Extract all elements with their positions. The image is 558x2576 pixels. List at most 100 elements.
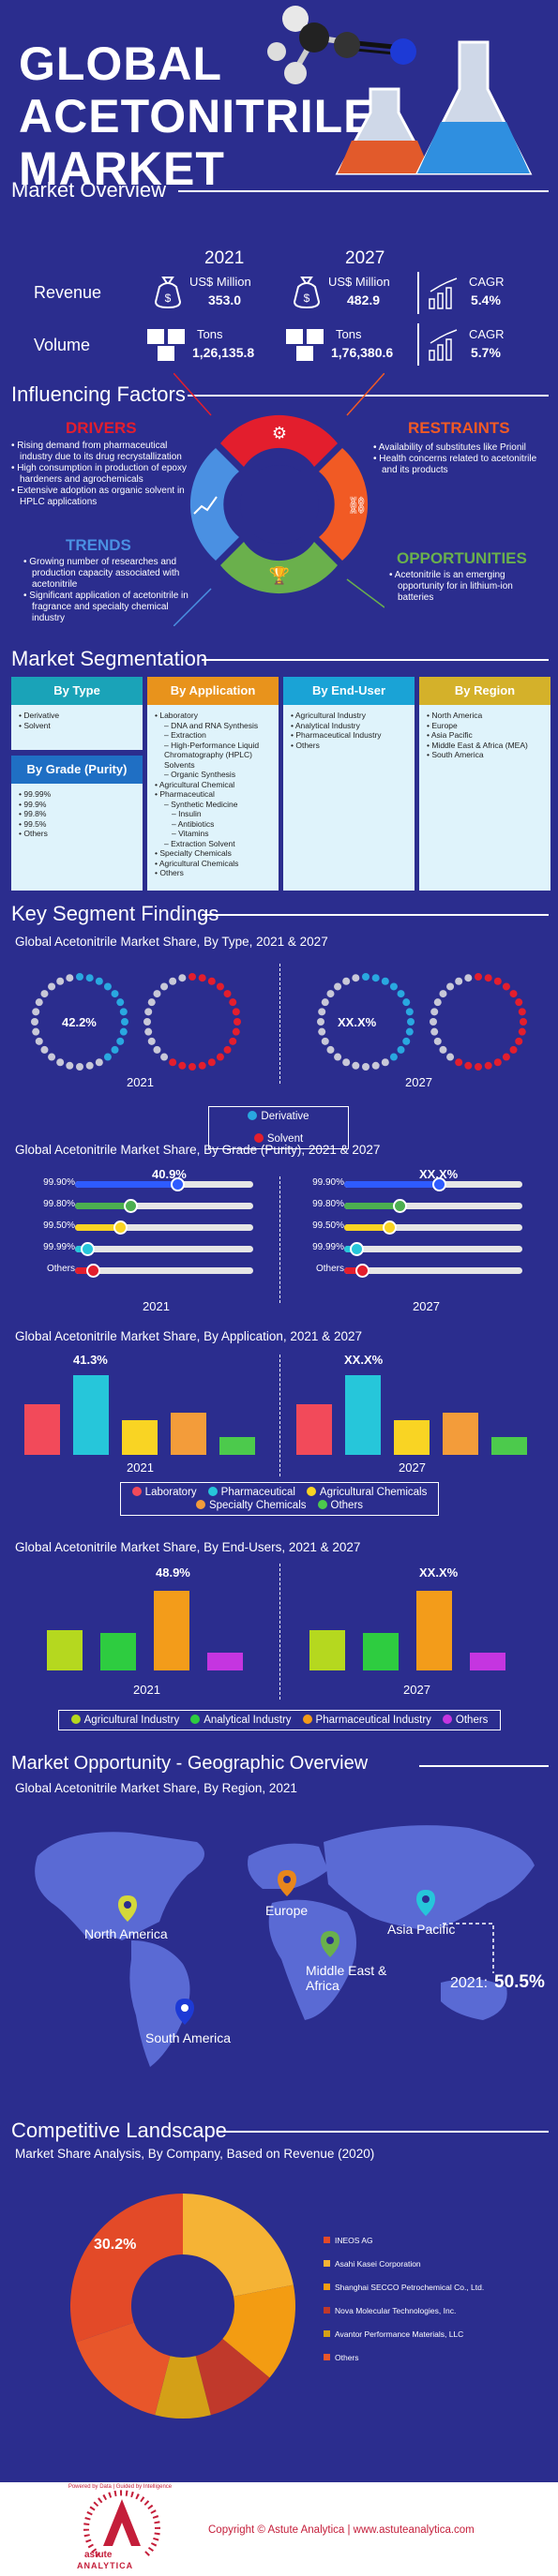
slider-fill [344, 1267, 362, 1274]
company-top-value: 30.2% [94, 2237, 137, 2253]
cagr-label-rev: CAGR [469, 275, 505, 289]
growth-chart-icon [429, 277, 458, 309]
cubes-icon [147, 329, 185, 361]
driver-item: Rising demand from pharmaceutical indust… [11, 441, 194, 463]
bar [296, 1404, 332, 1455]
driver-item: High consumption in production of epoxy … [11, 463, 194, 486]
donut-dot [397, 1045, 405, 1054]
donut-dot [48, 982, 56, 991]
enduser-chart-title: Global Acetonitrile Market Share, By End… [15, 1540, 361, 1554]
seg-item: Middle East & Africa (MEA) [427, 741, 543, 751]
donut-dot [518, 1008, 526, 1016]
donut-dot [334, 1053, 342, 1061]
geo-divider [419, 1765, 549, 1767]
app-legend: Laboratory Pharmaceutical Agricultural C… [120, 1482, 439, 1516]
legend-item: Shanghai SECCO Petrochemical Co., Ltd. [324, 2283, 549, 2306]
donut-dot [318, 1027, 326, 1036]
donut-dot [342, 977, 351, 985]
donut-dot [371, 974, 380, 982]
donut-dot [446, 982, 455, 991]
donut-dot [189, 973, 196, 981]
flask-illustration-icon [267, 6, 533, 175]
donut-dot [371, 1061, 380, 1070]
donut-dot [223, 1045, 232, 1054]
donut-dot [381, 1058, 389, 1067]
hero-banner: GLOBAL ACETONITRILE MARKET [0, 0, 558, 195]
donut-dot [169, 977, 177, 985]
donut-dot [520, 1018, 527, 1026]
cagr-value-vol: 5.7% [471, 345, 501, 360]
donut-dot [484, 1061, 492, 1070]
slider-knob [432, 1177, 447, 1191]
donut-dot [147, 1037, 156, 1045]
donut-dot [116, 998, 125, 1007]
grade-pct-2027: XX.X% [419, 1167, 459, 1181]
rev-unit-a: US$ Million [189, 275, 251, 289]
donut-slice [195, 2339, 270, 2416]
enduser-legend: Agricultural Industry Analytical Industr… [58, 1710, 501, 1730]
donut-dot [207, 1058, 216, 1067]
donut-dot [40, 990, 49, 998]
slider-track [75, 1267, 253, 1274]
region-label-eu: Europe [265, 1903, 309, 1918]
slider-fill [344, 1203, 400, 1209]
donut-dot [493, 977, 502, 985]
bar [394, 1419, 430, 1455]
donut-dot [223, 990, 232, 998]
donut-dot [66, 1061, 74, 1070]
seg-item: Derivative [19, 711, 135, 721]
cagr-label-vol: CAGR [469, 327, 505, 341]
donut-slice [183, 2194, 294, 2297]
legend-item: Pharmaceutical [207, 1487, 295, 1498]
legend-item: INEOS AG [324, 2236, 549, 2259]
seg-item: Pharmaceutical [155, 789, 271, 800]
donut-dot [169, 1058, 177, 1067]
footer-copyright[interactable]: Copyright © Astute Analytica | www.astut… [208, 2524, 475, 2536]
rev-unit-b: US$ Million [328, 275, 390, 289]
legend-item: Analytical Industry [190, 1715, 292, 1726]
slider-label: 99.80% [43, 1199, 75, 1209]
donut-dot [32, 1027, 40, 1036]
footer: astute ANALYTICA Powered by Data | Guide… [0, 2482, 558, 2576]
seg-item: 99.99% [19, 789, 135, 800]
vol-value-a: 1,26,135.8 [192, 345, 255, 360]
donut-dot [439, 1045, 447, 1054]
donut-dot [229, 998, 237, 1007]
donut-dot [318, 1008, 326, 1016]
donut-dot [509, 990, 518, 998]
seg-item: Specialty Chemicals [155, 848, 271, 859]
gears-icon: ⚙ [272, 424, 287, 443]
volume-label: Volume [34, 336, 91, 354]
driver-item: Extensive adoption as organic solvent in… [11, 486, 194, 508]
seg-item: Synthetic Medicine [155, 800, 271, 810]
seg-item: Solvent [19, 721, 135, 731]
donut-dot [455, 1058, 463, 1067]
donut-dot [178, 974, 187, 982]
donut-dot [464, 974, 473, 982]
overview-divider [178, 190, 549, 192]
donut-dot [31, 1018, 38, 1026]
app-year-2027: 2027 [399, 1460, 426, 1475]
hero-title: GLOBAL ACETONITRILE MARKET [19, 37, 376, 195]
segmentation-title: Market Segmentation [11, 647, 208, 670]
legend-item: Specialty Chemicals [195, 1500, 307, 1511]
donut-dot [502, 1053, 510, 1061]
divider [279, 1355, 280, 1476]
grade-year-2021: 2021 [143, 1299, 170, 1313]
bar [470, 1652, 505, 1670]
opportunities-segment [220, 542, 338, 594]
app-pct-2021: 41.3% [73, 1353, 108, 1367]
seg-type-head: By Type [11, 677, 143, 705]
app-bar-chart [0, 1369, 558, 1458]
bar [443, 1412, 478, 1455]
trophy-icon: 🏆 [269, 565, 290, 586]
seg-item: Antibiotics [155, 819, 271, 830]
money-bag-icon: $ [154, 277, 182, 309]
legend-item: Pharmaceutical Industry [302, 1715, 431, 1726]
divider [279, 964, 280, 1084]
donut-dot [121, 1018, 128, 1026]
rev-value-b: 482.9 [347, 292, 381, 307]
cagr-value-rev: 5.4% [471, 292, 501, 307]
donut-dot [111, 990, 119, 998]
